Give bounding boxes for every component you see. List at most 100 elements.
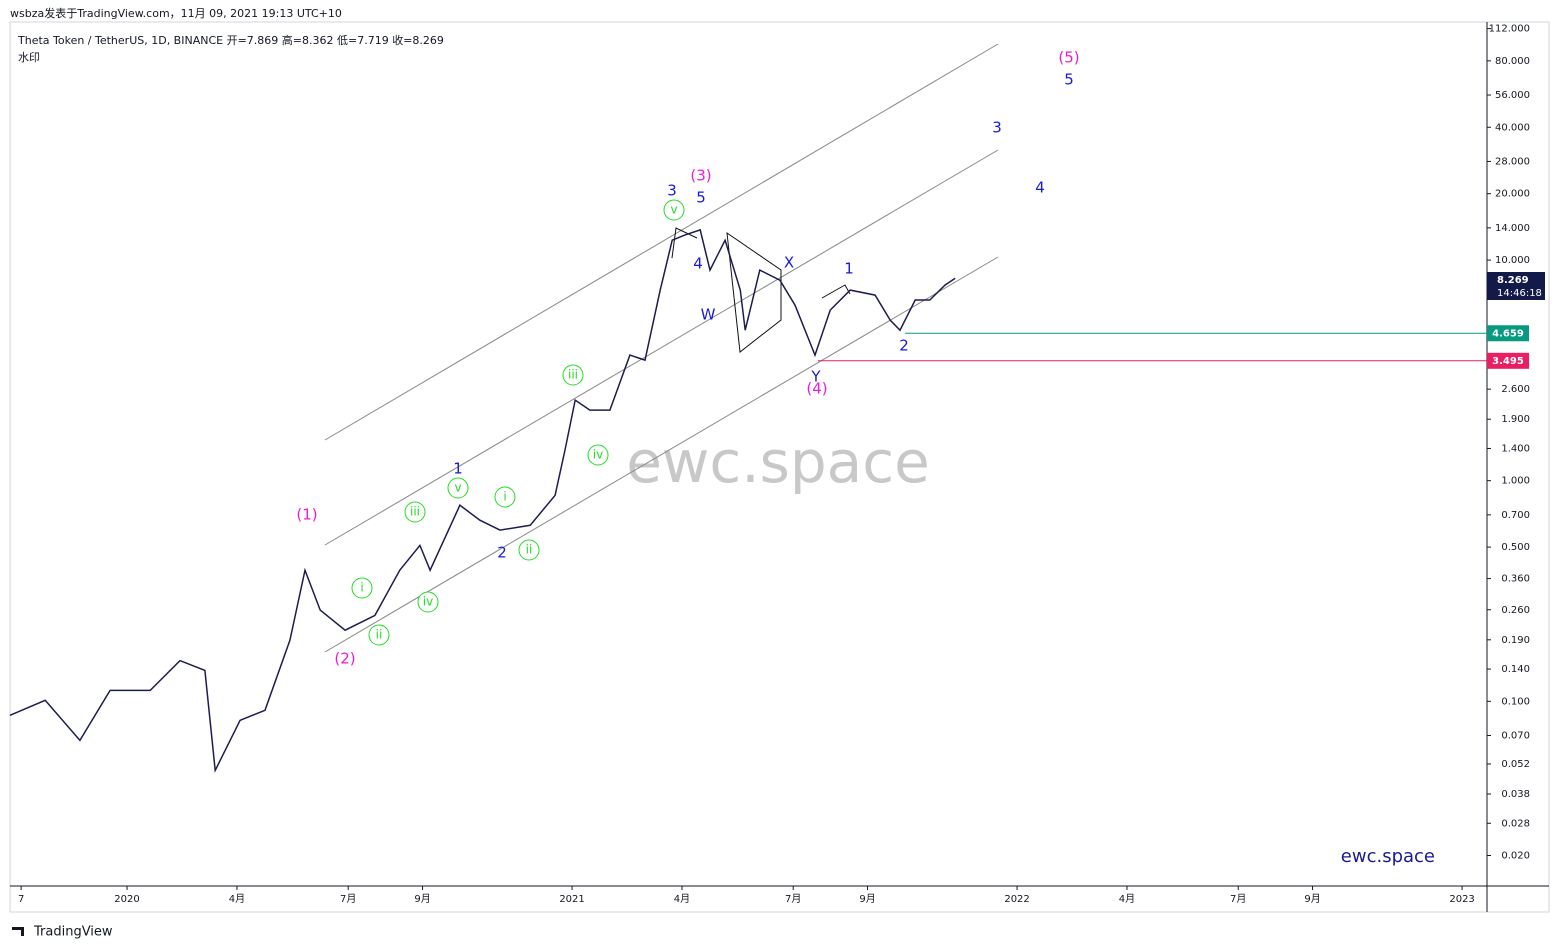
x-tick-label: 7月 (785, 893, 801, 905)
y-tick-label: 0.028 (1501, 818, 1530, 829)
y-tick-label: 40.000 (1495, 122, 1530, 133)
y-tick-label: 1.400 (1501, 443, 1530, 454)
watermark: ewc.space (626, 428, 930, 496)
wave-circle (518, 539, 540, 561)
y-tick-label: 0.020 (1501, 851, 1530, 862)
wave-label: iii (410, 505, 420, 519)
publisher: wsbza发表于TradingView.com，11月 09, 2021 19:… (10, 6, 342, 20)
wave-label: v (670, 203, 677, 217)
triangle (671, 227, 698, 259)
channel-line (324, 256, 999, 653)
y-tick-label: 0.190 (1501, 635, 1530, 646)
wave-label: 4 (1035, 179, 1045, 197)
y-tick-label: 0.500 (1501, 542, 1530, 553)
wave-label: (4) (806, 380, 827, 398)
x-tick-label: 4月 (674, 893, 690, 905)
y-tick-label: 112.000 (1489, 24, 1530, 35)
x-tick-label: 4月 (1119, 893, 1135, 905)
y-tick-label: 20.000 (1495, 189, 1530, 200)
wave-label: v (454, 481, 461, 495)
logo-icon (12, 927, 25, 936)
wave-circle (562, 364, 584, 386)
wave-circle (587, 444, 609, 466)
y-tick-label: 1.000 (1501, 476, 1530, 487)
x-tick-label: 7 (18, 894, 24, 905)
wave-label: iv (593, 448, 603, 462)
wave-circle (368, 624, 390, 646)
wave-label: (3) (690, 167, 711, 185)
channel-line (324, 149, 999, 546)
y-tick-label: 28.000 (1495, 156, 1530, 167)
price-line-series (9, 228, 956, 774)
x-tick-label: 4月 (229, 893, 245, 905)
chart-title: Theta Token / TetherUS, 1D, BINANCE 开=7.… (17, 33, 444, 47)
y-tick-label: 0.140 (1501, 664, 1530, 675)
price-tag (1487, 272, 1545, 300)
triangle (821, 284, 851, 299)
wave-label: 1 (453, 460, 463, 478)
y-tick-label: 80.000 (1495, 56, 1530, 67)
wave-label: W (701, 306, 716, 324)
x-tick-label: 9月 (414, 893, 430, 905)
wave-label: ii (526, 543, 533, 557)
y-tick-label: 14.000 (1495, 223, 1530, 234)
triangles (671, 227, 851, 353)
wave-circle (404, 501, 426, 523)
y-tick-label: 0.052 (1501, 759, 1530, 770)
channel-line (324, 43, 999, 441)
price-line-label: 4.659 (1492, 328, 1524, 339)
footer-logo: TradingView (33, 925, 113, 940)
wave-label: (5) (1058, 49, 1079, 67)
wave-label: X (784, 254, 794, 272)
wave-circle (351, 577, 373, 599)
wave-label: Y (810, 368, 821, 386)
wave-label: 2 (899, 337, 909, 355)
y-tick-label: 10.000 (1495, 255, 1530, 266)
wave-label: (1) (296, 506, 317, 524)
wave-label: iii (568, 368, 578, 382)
x-tick-label: 2022 (1004, 894, 1029, 905)
triangle (726, 231, 782, 353)
wave-label: i (503, 490, 506, 504)
frame (9, 21, 1550, 913)
countdown: 14:46:18 (1497, 288, 1542, 299)
signature: ewc.space (1341, 846, 1435, 867)
y-tick-label: 1.900 (1501, 414, 1530, 425)
price-line-tag (1487, 325, 1529, 342)
wave-circle (494, 486, 516, 508)
wave-circle (663, 199, 685, 221)
y-tick-label: 0.700 (1501, 510, 1530, 521)
x-tick-label: 7月 (340, 893, 356, 905)
wave-label: iv (423, 595, 433, 609)
wave-circle (417, 591, 439, 613)
x-tick-label: 9月 (859, 893, 875, 905)
y-tick-label: 2.600 (1501, 384, 1530, 395)
wave-circle (447, 477, 469, 499)
price-line-label: 3.495 (1492, 356, 1524, 367)
price-line-tag (1487, 352, 1529, 369)
y-tick-label: 56.000 (1495, 90, 1530, 101)
wave-label: 3 (667, 182, 677, 200)
y-tick-label: 0.360 (1501, 574, 1530, 585)
x-tick-label: 2021 (559, 894, 584, 905)
wave-label: ii (376, 628, 383, 642)
y-tick-label: 0.100 (1501, 696, 1530, 707)
current-price: 8.269 (1497, 275, 1529, 286)
y-tick-label: 0.260 (1501, 605, 1530, 616)
wave-label: (2) (334, 650, 355, 668)
wave-label: 5 (696, 189, 706, 207)
wave-label: 2 (497, 544, 507, 562)
x-tick-label: 7月 (1230, 893, 1246, 905)
y-tick-label: 0.038 (1501, 789, 1530, 800)
wave-label: i (360, 581, 363, 595)
x-tick-label: 2020 (114, 894, 139, 905)
subtitle: 水印 (18, 51, 40, 64)
x-tick-label: 2023 (1449, 894, 1474, 905)
y-tick-label: 0.070 (1501, 730, 1530, 741)
wave-label: 1 (844, 260, 854, 278)
channel (324, 43, 999, 653)
x-tick-label: 9月 (1304, 893, 1320, 905)
wave-label: 5 (1064, 71, 1074, 89)
